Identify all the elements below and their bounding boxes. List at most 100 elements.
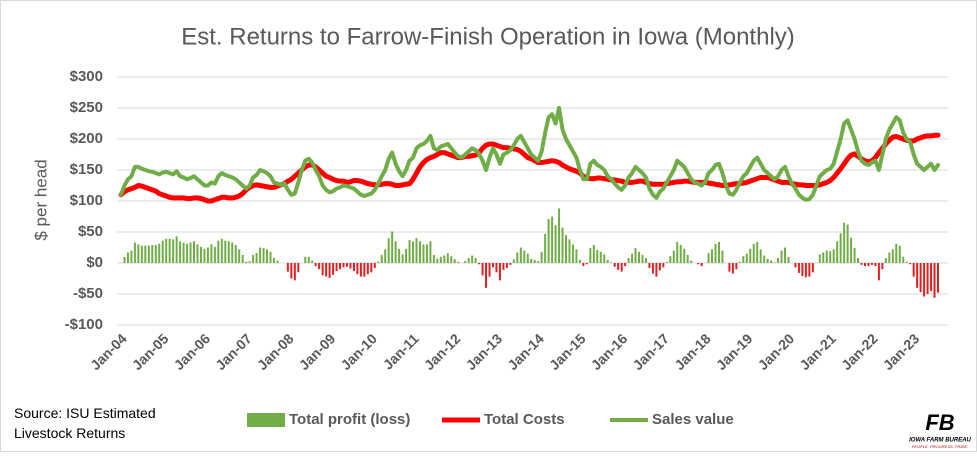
profit-bar	[151, 245, 153, 263]
profit-bar	[934, 263, 936, 298]
profit-bar	[555, 225, 557, 263]
profit-bar	[123, 257, 125, 263]
profit-bar	[767, 259, 769, 263]
profit-bar	[840, 233, 842, 263]
profit-bar	[235, 245, 237, 263]
profit-bar	[238, 249, 240, 263]
profit-bar	[635, 248, 637, 263]
profit-bar	[645, 258, 647, 263]
profit-bar	[805, 263, 807, 277]
profit-bar	[600, 252, 602, 263]
profit-bar	[148, 246, 150, 263]
profit-bar	[190, 243, 192, 263]
profit-bar	[857, 258, 859, 263]
profit-bar	[847, 225, 849, 263]
profit-bar	[607, 260, 609, 263]
profit-bar	[482, 263, 484, 275]
profit-bar	[249, 261, 251, 263]
profit-bar	[169, 239, 171, 263]
profit-bar	[457, 262, 459, 263]
profit-bar	[276, 261, 278, 263]
profit-bar	[718, 242, 720, 263]
profit-bar	[850, 238, 852, 263]
logo-name: IOWA FARM BUREAU	[909, 438, 971, 444]
profit-bar	[708, 253, 710, 263]
profit-bar	[450, 256, 452, 263]
profit-bar	[356, 263, 358, 274]
profit-bar	[711, 249, 713, 263]
profit-bar	[433, 255, 435, 263]
profit-bar	[937, 263, 939, 293]
profit-bar	[638, 252, 640, 263]
profit-bar	[659, 263, 661, 270]
profit-bar	[527, 254, 529, 263]
profit-bar	[384, 249, 386, 263]
profit-bar	[683, 249, 685, 263]
profit-bar	[558, 208, 560, 263]
profit-bar	[273, 258, 275, 263]
profit-bar	[207, 248, 209, 264]
profit-bar	[732, 263, 734, 274]
profit-bar	[196, 244, 198, 263]
profit-bar	[468, 258, 470, 263]
profit-bar	[419, 241, 421, 263]
profit-bar	[343, 263, 345, 267]
profit-bar	[176, 236, 178, 263]
profit-bar	[788, 257, 790, 263]
profit-bar	[534, 260, 536, 263]
profit-bar	[565, 235, 567, 263]
profit-bar	[252, 255, 254, 263]
profit-bar	[377, 262, 379, 263]
y-tick-label: $50	[78, 223, 103, 240]
profit-bar	[447, 253, 449, 263]
profit-bar	[753, 244, 755, 263]
profit-bar	[367, 263, 369, 274]
profit-bar	[405, 249, 407, 263]
profit-bar	[749, 249, 751, 263]
profit-bar	[680, 245, 682, 263]
profit-bar	[245, 262, 247, 263]
profit-bar	[861, 263, 863, 265]
profit-bar	[144, 246, 146, 263]
profit-bar	[586, 263, 588, 264]
profit-bar	[137, 244, 139, 263]
profit-bar	[332, 263, 334, 275]
profit-bar	[899, 246, 901, 263]
profit-bar	[562, 228, 564, 263]
profit-bar	[888, 252, 890, 263]
profit-bar	[902, 257, 904, 263]
profit-bar	[874, 263, 876, 266]
profit-bar	[614, 263, 616, 267]
profit-bar	[287, 263, 289, 272]
profit-bar	[760, 249, 762, 263]
profit-bar	[304, 257, 306, 263]
profit-bar	[596, 250, 598, 263]
profit-bar	[801, 263, 803, 276]
profit-bar	[409, 240, 411, 263]
profit-bar	[575, 249, 577, 263]
profit-bar	[628, 258, 630, 263]
profit-bar	[349, 263, 351, 269]
profit-bar	[833, 249, 835, 263]
profit-bar	[871, 263, 873, 265]
profit-bar	[662, 263, 664, 267]
profit-bar	[579, 260, 581, 263]
profit-bar	[867, 263, 869, 266]
profit-bar	[687, 255, 689, 263]
logo-tagline: PEOPLE. PROGRESS. PRIDE.	[912, 444, 968, 449]
profit-bar	[436, 259, 438, 263]
profit-bar	[784, 248, 786, 264]
profit-bar	[669, 256, 671, 263]
profit-bar	[878, 263, 880, 280]
legend-swatch	[247, 413, 285, 427]
logo-mark: FB	[925, 410, 954, 435]
profit-bar	[537, 261, 539, 263]
y-tick-label: $200	[70, 130, 103, 147]
profit-bar	[673, 251, 675, 263]
y-axis-label: $ per head	[31, 159, 50, 240]
profit-bar	[318, 263, 320, 269]
profit-bar	[513, 259, 515, 263]
